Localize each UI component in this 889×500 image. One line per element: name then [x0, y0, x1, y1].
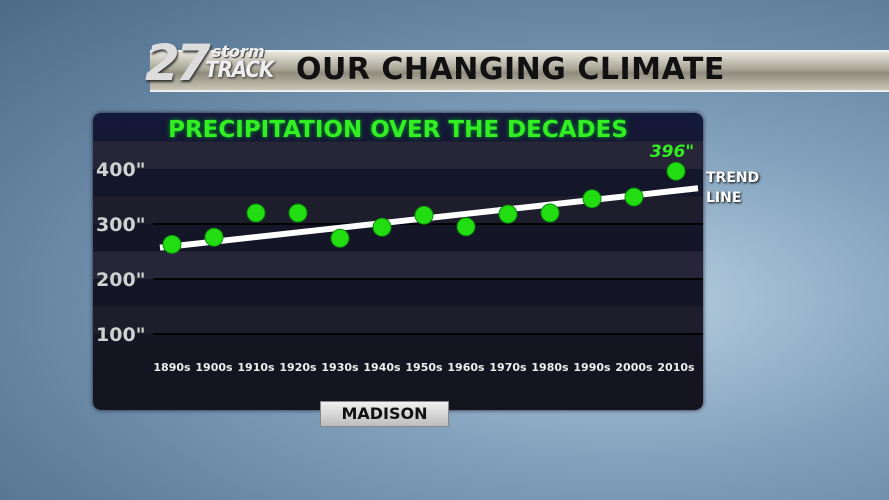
- trend-label-line1: TREND: [706, 170, 760, 186]
- data-point-1940s: [372, 217, 392, 237]
- data-point-1980s: [540, 203, 560, 223]
- header-banner: [150, 50, 889, 92]
- data-point-1950s: [414, 205, 434, 225]
- station-logo-storm: storm: [212, 42, 265, 61]
- data-point-1890s: [162, 234, 182, 254]
- data-point-1920s: [288, 203, 308, 223]
- x-tick-label: 1990s: [573, 361, 611, 374]
- location-label: MADISON: [320, 401, 449, 427]
- data-point-2010s: [666, 161, 686, 181]
- x-tick-label: 1890s: [153, 361, 191, 374]
- x-tick-label: 1940s: [363, 361, 401, 374]
- x-tick-label: 1980s: [531, 361, 569, 374]
- trend-line-label: TREND LINE: [706, 168, 759, 208]
- x-tick-label: 1970s: [489, 361, 527, 374]
- x-tick-label: 1960s: [447, 361, 485, 374]
- y-tick-label: 200": [96, 269, 146, 291]
- data-point-1930s: [330, 228, 350, 248]
- data-point-1960s: [456, 217, 476, 237]
- x-tick-label: 1900s: [195, 361, 233, 374]
- chart-title: PRECIPITATION OVER THE DECADES: [168, 117, 628, 143]
- y-tick-label: 400": [96, 159, 146, 181]
- y-tick-label: 300": [96, 214, 146, 236]
- headline: OUR CHANGING CLIMATE: [296, 52, 725, 87]
- x-tick-label: 1910s: [237, 361, 275, 374]
- x-tick-label: 2010s: [657, 361, 695, 374]
- data-point-1910s: [246, 203, 266, 223]
- chart-panel: 100" 200" 300" 400" 1890s 1900s 1910s 1920s 1930…: [93, 113, 703, 410]
- y-tick-label: 100": [96, 324, 146, 346]
- x-tick-label: 1950s: [405, 361, 443, 374]
- data-point-1990s: [582, 189, 602, 209]
- station-logo-number: 27: [145, 34, 211, 92]
- station-logo-track: TRACK: [205, 58, 274, 83]
- x-tick-label: 2000s: [615, 361, 653, 374]
- grid-band: [93, 306, 703, 334]
- grid-band: [93, 251, 703, 279]
- trend-label-line2: LINE: [706, 190, 742, 206]
- chart-svg: 100" 200" 300" 400" 1890s 1900s 1910s 1920s 1930…: [93, 141, 703, 374]
- value-annotation: 396": [650, 142, 694, 162]
- grid-band: [93, 141, 703, 169]
- data-point-1970s: [498, 204, 518, 224]
- x-tick-label: 1930s: [321, 361, 359, 374]
- data-point-2000s: [624, 187, 644, 207]
- x-tick-label: 1920s: [279, 361, 317, 374]
- data-point-1900s: [204, 227, 224, 247]
